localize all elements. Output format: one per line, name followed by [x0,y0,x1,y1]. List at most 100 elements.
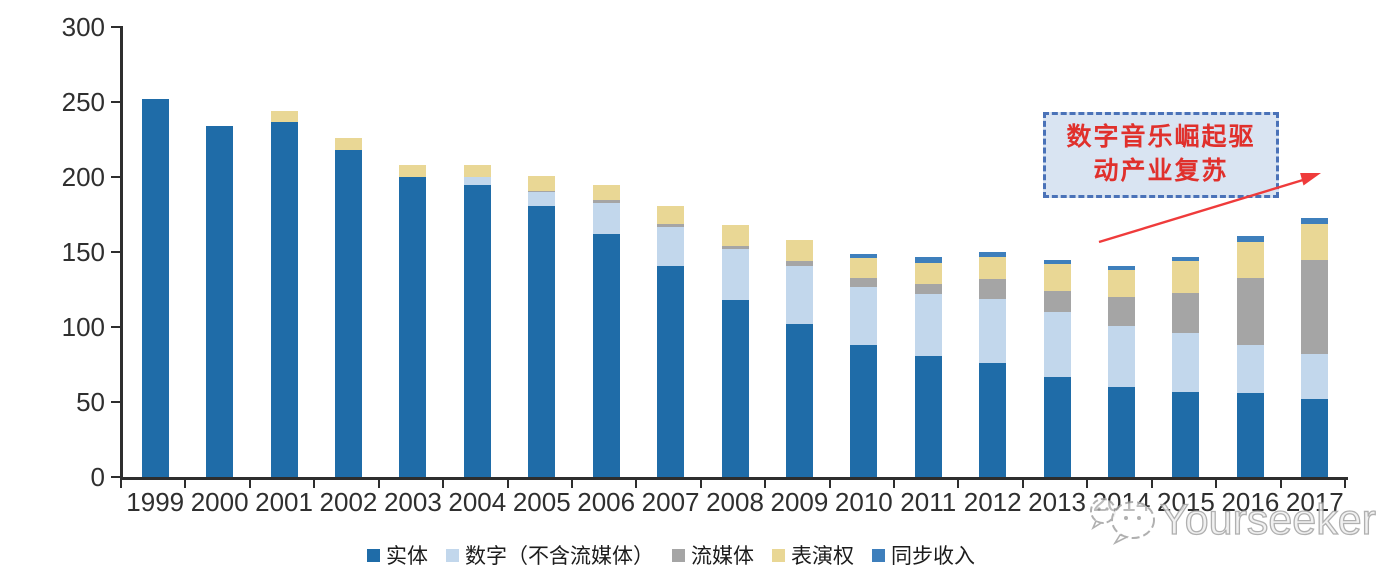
legend-swatch-icon [367,548,380,562]
y-axis-tick [111,326,120,328]
bar-segment-2002 [334,138,362,150]
legend-item: 表演权 [772,540,854,570]
bar-segment-2017 [1301,259,1329,354]
x-axis-tick [570,480,573,488]
x-axis-tick-label: 2010 [834,487,893,517]
x-axis-tick-label: 2004 [448,487,507,517]
y-axis-tick [111,176,120,178]
bar-segment-2010 [850,277,878,287]
bar-segment-2007 [657,226,685,266]
x-axis-tick [1215,480,1218,488]
x-axis-tick [1021,480,1024,488]
legend-swatch-icon [672,548,685,562]
bar-segment-2014 [1108,270,1136,297]
bar-segment-2003 [399,165,427,177]
bar-segment-2012 [979,256,1007,279]
x-axis-tick-label: 2002 [319,487,378,517]
bar-segment-2012 [979,298,1007,363]
y-axis-tick [111,401,120,403]
x-axis-tick [377,480,380,488]
legend-swatch-icon [772,548,785,562]
bar-segment-2007 [657,223,685,227]
x-axis-tick-label: 2006 [577,487,636,517]
x-axis-tick [184,480,187,488]
bar-segment-2013 [1043,312,1071,377]
x-axis-tick-label: 2005 [512,487,571,517]
legend-label: 同步收入 [891,545,975,568]
bar-segment-2007 [657,205,685,224]
x-axis-tick-label: 2001 [255,487,313,517]
bar-segment-2013 [1043,264,1071,291]
bar-segment-2015 [1172,391,1200,477]
y-axis-tick-label: 250 [61,87,105,117]
annotation-text-line1: 数字音乐崛起驱 [1066,123,1256,152]
bar-segment-2004 [463,184,491,477]
y-axis-tick-label: 0 [90,462,105,492]
watermark-text: Yourseeker [1159,495,1376,544]
bar-segment-2010 [850,253,878,258]
bar-segment-2013 [1043,376,1071,477]
y-axis-tick-label: 200 [61,162,105,192]
bar-segment-2015 [1172,256,1200,261]
bar-segment-2004 [463,165,491,177]
y-axis-line [120,26,123,480]
bar-segment-2014 [1108,297,1136,326]
legend-label: 数字（不含流媒体） [465,545,654,568]
annotation-text-line2: 动产业复苏 [1093,157,1229,185]
x-axis-tick [1279,480,1282,488]
bar-segment-2009 [785,240,813,261]
bar-segment-2008 [721,225,749,246]
bar-segment-2015 [1172,333,1200,392]
bar-segment-2015 [1172,261,1200,293]
legend-label: 实体 [386,545,428,568]
bar-segment-2003 [399,177,427,477]
watermark: Yourseeker [1086,492,1377,548]
bar-segment-2016 [1236,241,1264,278]
legend-label: 流媒体 [691,545,754,568]
y-axis-tick-label: 50 [76,387,105,417]
bar-segment-1999 [141,99,169,477]
bar-segment-2017 [1301,354,1329,399]
bar-segment-2008 [721,246,749,249]
x-axis-tick [1150,480,1153,488]
bar-segment-2006 [592,184,620,200]
bar-segment-2008 [721,249,749,300]
y-axis-tick [111,101,120,103]
bar-segment-2017 [1301,217,1329,224]
bar-segment-2004 [463,177,491,185]
bar-segment-2014 [1108,265,1136,270]
legend-item: 同步收入 [872,540,975,570]
x-axis-tick [699,480,702,488]
bar-segment-2005 [528,175,556,191]
legend: 实体 数字（不含流媒体） 流媒体 表演权 同步收入 [367,540,975,570]
bar-segment-2007 [657,265,685,477]
x-axis-tick [1086,480,1089,488]
x-axis-tick-label: 2013 [1028,487,1087,517]
bar-segment-2001 [270,121,298,477]
bar-segment-2015 [1172,292,1200,333]
legend-item: 数字（不含流媒体） [446,540,654,570]
x-axis-tick-label: 2012 [963,487,1022,517]
bar-segment-2016 [1236,277,1264,345]
x-axis-line [120,477,1348,480]
legend-item: 实体 [367,540,428,570]
bar-segment-2013 [1043,259,1071,264]
y-axis-tick-label: 300 [61,12,105,42]
y-axis-tick-label: 100 [61,312,105,342]
bar-segment-2009 [785,261,813,266]
x-axis-tick-label: 2015 [1157,487,1215,517]
bar-segment-2014 [1108,325,1136,387]
x-axis-tick [1344,480,1346,488]
bar-segment-2016 [1236,235,1264,242]
x-axis-tick [442,480,445,488]
bar-segment-2014 [1108,387,1136,477]
bar-segment-2017 [1301,399,1329,477]
legend-swatch-icon [872,548,885,562]
bar-segment-2017 [1301,223,1329,260]
bar-segment-2006 [592,234,620,477]
bar-segment-2011 [914,262,942,284]
bar-segment-2012 [979,363,1007,477]
legend-swatch-icon [446,548,459,562]
x-axis-tick-label: 2011 [900,487,957,517]
